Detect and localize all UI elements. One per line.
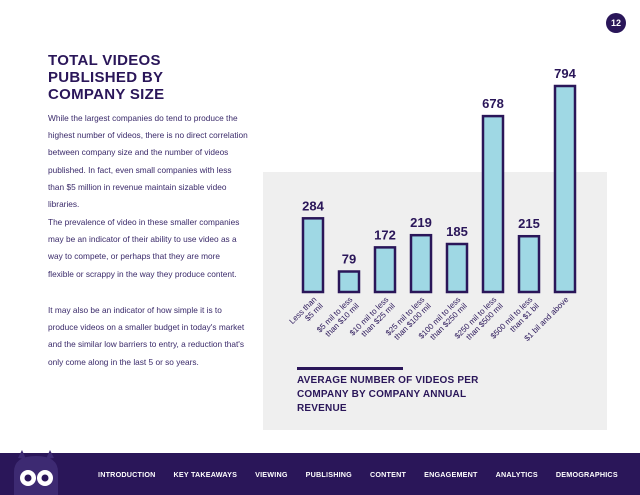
page-number-badge: 12	[606, 13, 626, 33]
footer-nav: INTRODUCTION KEY TAKEAWAYS VIEWING PUBLI…	[98, 453, 636, 495]
nav-engagement[interactable]: ENGAGEMENT	[424, 469, 478, 479]
nav-content[interactable]: CONTENT	[369, 469, 407, 479]
footer-bar	[0, 453, 640, 495]
body-paragraph-2: The prevalence of video in these smaller…	[48, 217, 240, 279]
caption-rule	[297, 367, 403, 370]
bar-value-label-6: 678	[482, 96, 504, 111]
nav-key-takeaways[interactable]: KEY TAKEAWAYS	[173, 469, 238, 479]
chart-panel	[263, 172, 607, 430]
page-title: TOTAL VIDEOS PUBLISHED BY COMPANY SIZE	[48, 52, 165, 103]
body-paragraph-1: While the largest companies do tend to p…	[48, 113, 248, 210]
body-paragraph-3: It may also be an indicator of how simpl…	[48, 305, 245, 367]
nav-demographics[interactable]: DEMOGRAPHICS	[555, 469, 618, 479]
bar-value-label-8: 794	[554, 66, 576, 81]
nav-analytics[interactable]: ANALYTICS	[495, 469, 538, 479]
mascot-icon	[14, 450, 58, 495]
nav-introduction[interactable]: INTRODUCTION	[98, 469, 156, 479]
chart-caption: AVERAGE NUMBER OF VIDEOS PER COMPANY BY …	[297, 375, 479, 414]
nav-viewing[interactable]: VIEWING	[255, 469, 288, 479]
nav-publishing[interactable]: PUBLISHING	[305, 469, 352, 479]
